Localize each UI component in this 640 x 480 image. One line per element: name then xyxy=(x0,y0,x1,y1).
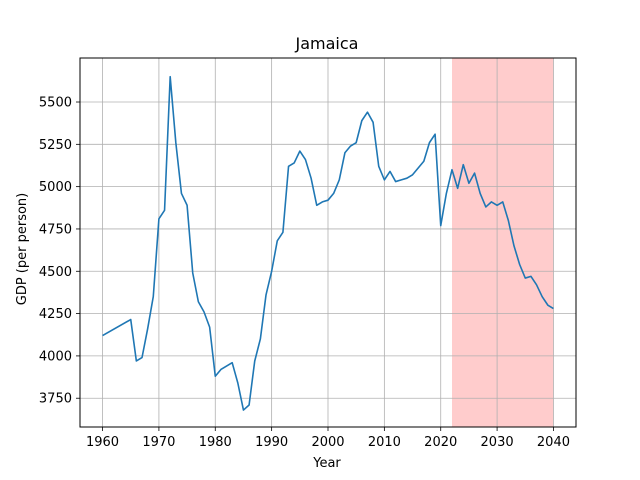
x-tick-label: 2010 xyxy=(368,435,401,450)
x-axis-label: Year xyxy=(312,456,341,471)
y-tick-label: 4000 xyxy=(39,349,72,364)
series-line-gdp xyxy=(102,75,554,411)
x-tick-label: 2040 xyxy=(537,435,570,450)
x-tick-label: 1980 xyxy=(199,435,232,450)
x-tick-label: 1970 xyxy=(142,435,175,450)
x-tick-label: 2020 xyxy=(424,435,457,450)
x-tick-label: 2030 xyxy=(481,435,514,450)
forecast-shaded-region xyxy=(452,58,554,427)
y-tick-label: 4500 xyxy=(39,265,72,280)
ticks: 1960 1970 1980 1990 2000 2010 2020 2030 2040 3750… xyxy=(39,96,570,450)
series-layer xyxy=(102,75,554,411)
shaded-region xyxy=(452,58,554,427)
grid xyxy=(80,58,576,427)
y-tick-label: 5000 xyxy=(39,180,72,195)
y-tick-label: 4250 xyxy=(39,307,72,322)
x-tick-label: 2000 xyxy=(311,435,344,450)
y-tick-label: 3750 xyxy=(39,392,72,407)
y-axis-label: GDP (per person) xyxy=(15,193,30,306)
y-tick-label: 4750 xyxy=(39,222,72,237)
chart-title: Jamaica xyxy=(295,34,359,53)
y-tick-label: 5500 xyxy=(39,96,72,111)
x-tick-label: 1990 xyxy=(255,435,288,450)
y-tick-label: 5250 xyxy=(39,138,72,153)
x-tick-label: 1960 xyxy=(86,435,119,450)
